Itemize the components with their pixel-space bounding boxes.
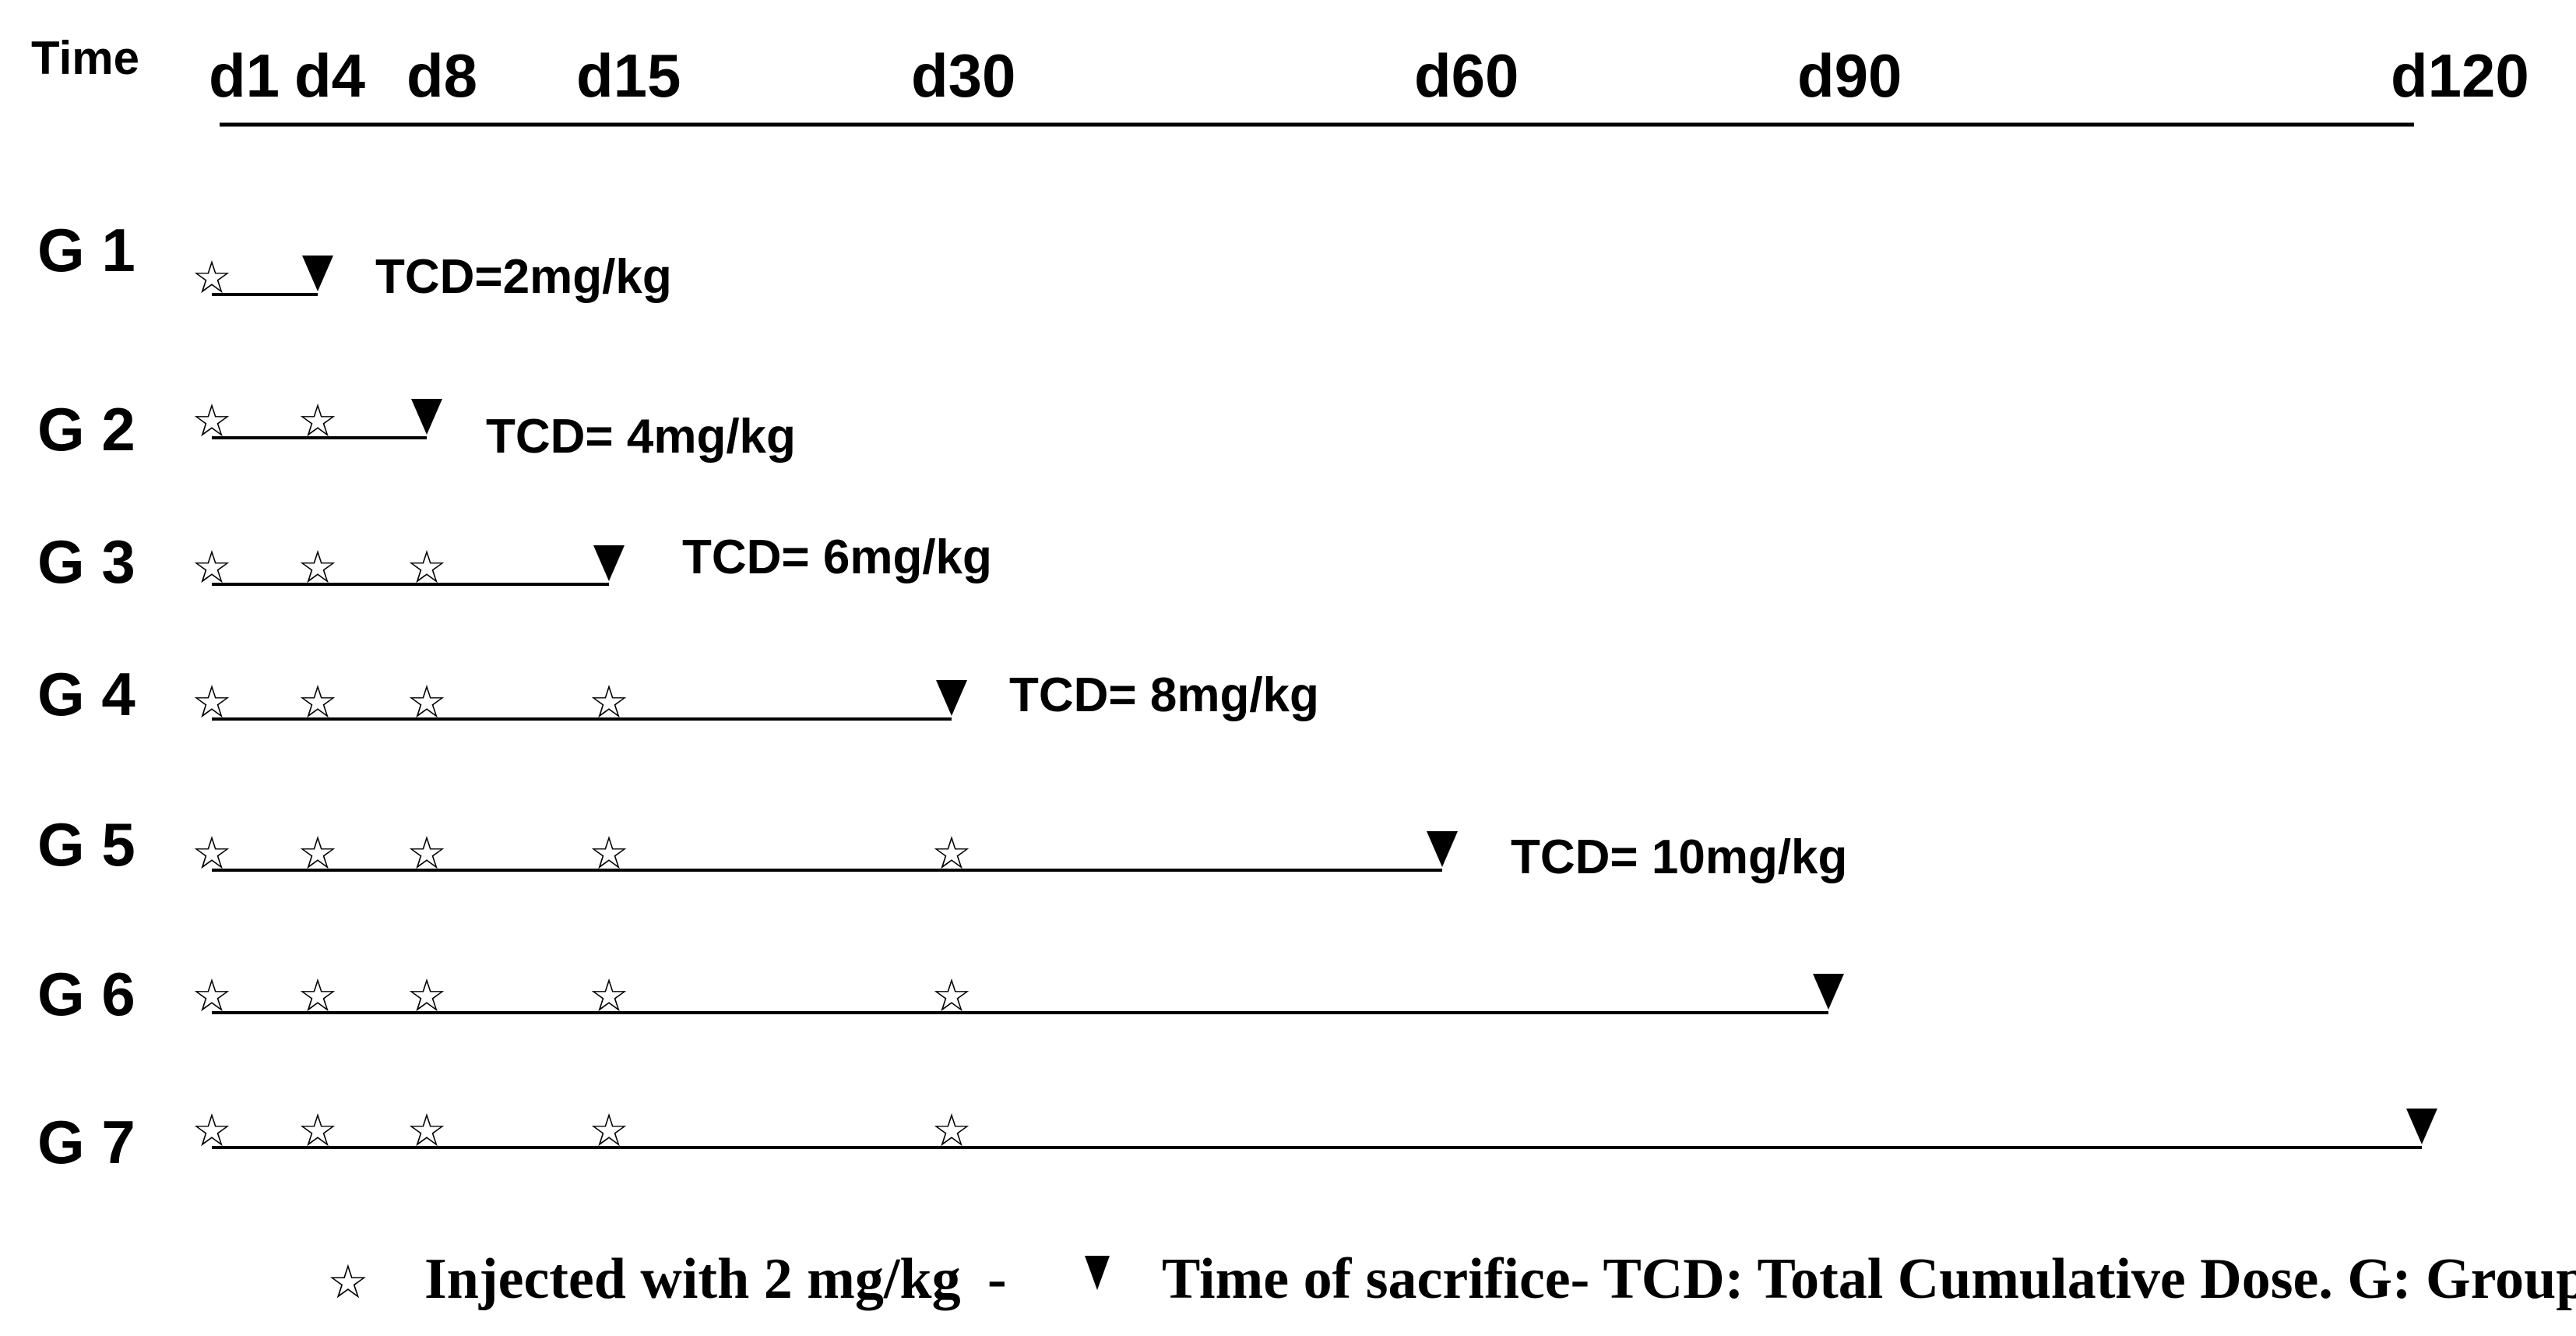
- star-outline-icon: ☆: [931, 969, 972, 1022]
- star-outline-icon: ☆: [297, 541, 338, 594]
- day-label-d30: d30: [911, 41, 1016, 110]
- down-arrowhead-icon: [593, 545, 625, 581]
- day-label-d60: d60: [1414, 41, 1519, 110]
- star-outline-icon: ☆: [406, 969, 447, 1022]
- legend-injection-text: Injected with 2 mg/kg: [424, 1247, 961, 1311]
- tcd-label-g1: TCD=2mg/kg: [375, 250, 672, 304]
- group-label-g4: G 4: [37, 660, 135, 728]
- group-label-g2: G 2: [37, 395, 135, 464]
- day-label-d4: d4: [294, 41, 366, 110]
- group-label-g5: G 5: [37, 810, 135, 879]
- group-label-g7: G 7: [37, 1108, 135, 1176]
- group-label-g6: G 6: [37, 960, 135, 1028]
- star-outline-icon: ☆: [327, 1255, 369, 1310]
- star-outline-icon: ☆: [192, 969, 232, 1022]
- star-outline-icon: ☆: [931, 827, 972, 880]
- star-outline-icon: ☆: [192, 541, 232, 594]
- star-outline-icon: ☆: [297, 969, 338, 1022]
- legend-sacrifice-text: Time of sacrifice- TCD: Total Cumulative…: [1162, 1247, 2576, 1311]
- star-outline-icon: ☆: [192, 251, 232, 304]
- star-outline-icon: ☆: [406, 1104, 447, 1157]
- day-label-d8: d8: [406, 41, 478, 110]
- star-outline-icon: ☆: [406, 541, 447, 594]
- day-label-d120: d120: [2391, 41, 2529, 110]
- star-outline-icon: ☆: [406, 827, 447, 880]
- tcd-label-g5: TCD= 10mg/kg: [1511, 830, 1848, 884]
- day-label-d15: d15: [576, 41, 681, 110]
- legend-separator: -: [987, 1247, 1007, 1311]
- star-outline-icon: ☆: [192, 827, 232, 880]
- down-arrowhead-icon: [2406, 1109, 2437, 1144]
- down-arrowhead-icon: [302, 256, 333, 291]
- tcd-label-g4: TCD= 8mg/kg: [1009, 668, 1319, 722]
- star-outline-icon: ☆: [192, 675, 232, 728]
- star-outline-icon: ☆: [297, 675, 338, 728]
- day-label-d90: d90: [1797, 41, 1902, 110]
- star-outline-icon: ☆: [589, 675, 629, 728]
- star-outline-icon: ☆: [406, 675, 447, 728]
- group-label-g3: G 3: [37, 527, 135, 596]
- tcd-label-g3: TCD= 6mg/kg: [682, 531, 992, 584]
- star-outline-icon: ☆: [297, 1104, 338, 1157]
- star-outline-icon: ☆: [931, 1104, 972, 1157]
- tcd-label-g2: TCD= 4mg/kg: [486, 410, 796, 464]
- day-label-d1: d1: [209, 41, 280, 110]
- star-outline-icon: ☆: [297, 394, 338, 447]
- down-arrowhead-icon: [1085, 1256, 1110, 1290]
- legend: ☆ Injected with 2 mg/kg - Time of sacrif…: [327, 1247, 2576, 1311]
- time-axis-label: Time: [31, 32, 139, 84]
- star-outline-icon: ☆: [297, 827, 338, 880]
- star-outline-icon: ☆: [192, 394, 232, 447]
- star-outline-icon: ☆: [192, 1104, 232, 1157]
- down-arrowhead-icon: [936, 680, 967, 716]
- star-outline-icon: ☆: [589, 969, 629, 1022]
- group-label-g1: G 1: [37, 216, 135, 284]
- star-outline-icon: ☆: [589, 827, 629, 880]
- down-arrowhead-icon: [411, 399, 442, 435]
- down-arrowhead-icon: [1813, 974, 1844, 1010]
- star-outline-icon: ☆: [589, 1104, 629, 1157]
- down-arrowhead-icon: [1427, 831, 1458, 867]
